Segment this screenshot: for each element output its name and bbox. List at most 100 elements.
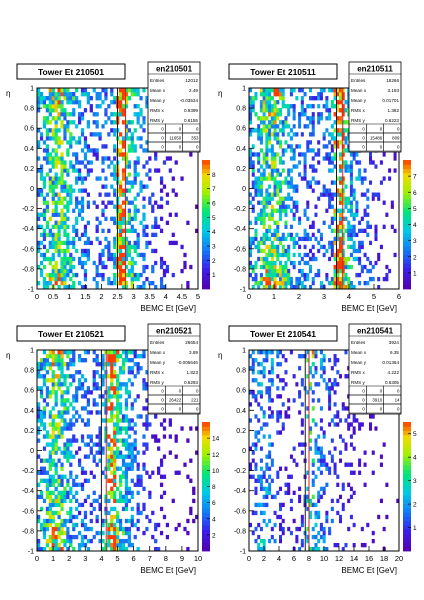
heatmap-cell: [257, 240, 261, 246]
heatmap-cell: [101, 264, 105, 270]
heatmap-cell: [113, 538, 117, 544]
heatmap-cell: [333, 354, 337, 359]
heatmap-cell: [309, 382, 313, 387]
heatmap-cell: [107, 350, 111, 355]
heatmap-cell: [136, 462, 140, 467]
heatmap-cell: [322, 244, 326, 250]
heatmap-cell: [159, 176, 164, 181]
heatmap-cell: [60, 354, 64, 359]
heatmap-cell: [281, 252, 285, 258]
heatmap-cell: [309, 180, 313, 185]
heatmap-cell: [336, 358, 340, 363]
heatmap-cell: [124, 188, 129, 193]
heatmap-cell: [136, 104, 140, 109]
heatmap-cell: [157, 224, 161, 229]
heatmap-cell: [69, 474, 73, 479]
heatmap-cell: [292, 264, 296, 270]
heatmap-cell: [183, 252, 187, 258]
heatmap-cell: [270, 410, 274, 415]
stats-grid-value: 0: [196, 145, 199, 150]
heatmap-cell: [336, 510, 340, 516]
x-tick-label: 3: [132, 292, 136, 301]
heatmap-cell: [133, 112, 137, 117]
heatmap-cell: [314, 534, 318, 540]
heatmap-cell: [317, 268, 321, 274]
heatmap-cell: [306, 470, 310, 475]
heatmap-cell: [289, 506, 293, 512]
heatmap-cell: [66, 268, 70, 274]
color-scale-band: [403, 215, 411, 221]
heatmap-cell: [124, 176, 129, 181]
heatmap-cell: [363, 228, 367, 234]
heatmap-cell: [151, 192, 155, 197]
heatmap-cell: [281, 204, 285, 209]
heatmap-cell: [259, 426, 263, 431]
heatmap-cell: [262, 370, 266, 375]
heatmap-cell: [344, 168, 348, 173]
heatmap-cell: [104, 216, 108, 221]
heatmap-cell: [45, 478, 50, 483]
heatmap-cell: [116, 386, 120, 391]
heatmap-cell: [186, 546, 190, 552]
heatmap-cell: [116, 374, 120, 379]
stats-grid-value: 0: [179, 127, 182, 132]
heatmap-cell: [339, 156, 343, 161]
heatmap-cell: [107, 458, 111, 463]
color-scale-band: [403, 546, 411, 552]
heatmap-cell: [259, 192, 263, 197]
heatmap-cell: [54, 526, 58, 532]
heatmap-cell: [124, 490, 129, 496]
heatmap-cell: [344, 260, 348, 266]
heatmap-cell: [45, 284, 50, 290]
heatmap-cell: [355, 176, 359, 181]
heatmap-cell: [366, 232, 370, 238]
heatmap-cell: [330, 252, 334, 258]
heatmap-cell: [124, 132, 129, 137]
heatmap-cell: [60, 538, 64, 544]
heatmap-cell: [157, 446, 161, 451]
heatmap-cell: [110, 534, 114, 540]
heatmap-cell: [317, 510, 321, 516]
heatmap-cell: [133, 430, 137, 435]
heatmap-cell: [83, 248, 88, 254]
heatmap-cell: [254, 398, 258, 403]
chart-title: Tower Et 210501: [38, 67, 104, 77]
heatmap-cell: [121, 498, 126, 504]
heatmap-cell: [86, 236, 90, 242]
heatmap-cell: [268, 164, 272, 169]
heatmap-cell: [270, 192, 274, 197]
heatmap-cell: [292, 216, 296, 221]
heatmap-cell: [311, 112, 315, 117]
heatmap-cell: [254, 264, 258, 270]
heatmap-cell: [295, 382, 299, 387]
heatmap-cell: [336, 92, 340, 97]
heatmap-cell: [303, 112, 307, 117]
heatmap-cell: [110, 200, 114, 205]
heatmap-cell: [276, 180, 280, 185]
heatmap-cell: [130, 518, 134, 524]
heatmap-cell: [83, 534, 88, 540]
heatmap-cell: [75, 522, 79, 528]
heatmap-cell: [80, 386, 85, 391]
heatmap-cell: [42, 434, 47, 439]
heatmap-cell: [355, 418, 359, 423]
heatmap-cell: [83, 108, 88, 113]
heatmap-cell: [42, 414, 47, 419]
heatmap-cell: [118, 112, 123, 117]
heatmap-cell: [130, 406, 134, 411]
heatmap-cell: [42, 140, 47, 145]
heatmap-cell: [113, 406, 117, 411]
heatmap-cell: [54, 382, 58, 387]
heatmap-cell: [319, 418, 323, 423]
heatmap-cell: [268, 124, 272, 129]
heatmap-cell: [270, 268, 274, 274]
heatmap-cell: [249, 462, 253, 467]
heatmap-cell: [154, 232, 158, 238]
heatmap-cell: [83, 144, 88, 149]
heatmap-cell: [54, 264, 58, 270]
heatmap-cell: [113, 450, 117, 455]
heatmap-cell: [60, 374, 64, 379]
heatmap-cell: [259, 272, 263, 278]
heatmap-cell: [249, 160, 253, 165]
heatmap-cell: [42, 184, 47, 189]
